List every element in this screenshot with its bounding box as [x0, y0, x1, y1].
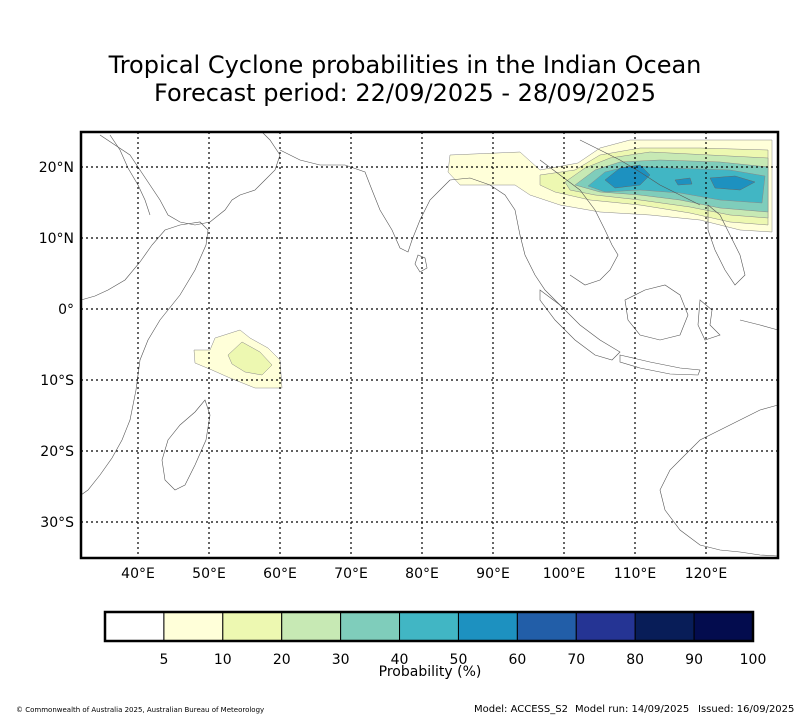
model-text: Model: ACCESS_S2: [474, 704, 568, 715]
colorbar-swatch: [340, 611, 401, 642]
lat-tick-20s: 20°S: [40, 444, 74, 460]
lon-tick-60: 60°E: [263, 566, 297, 582]
colorbar-title: Probability (%): [378, 664, 482, 680]
coast-bay-bengal: [449, 177, 566, 311]
colorbar-swatch: [457, 611, 518, 642]
lat-tick-20n: 20°N: [39, 160, 74, 176]
coast-red-sea: [109, 134, 151, 216]
lon-tick-labels: 40°E 50°E 60°E 70°E 80°E 90°E 100°E 110°…: [121, 566, 727, 582]
colorbar-swatch: [281, 611, 342, 642]
colorbar-tick-label: 30: [332, 652, 350, 668]
coast-australia: [659, 404, 779, 557]
prob-50-north: [604, 164, 651, 189]
lat-tick-10n: 10°N: [39, 231, 74, 247]
lon-tick-70: 70°E: [334, 566, 368, 582]
colorbar-swatch: [516, 611, 577, 642]
colorbar-border: [103, 610, 755, 643]
issued-text: Issued: 16/09/2025: [698, 704, 795, 715]
colorbar-swatch: [222, 611, 283, 642]
lat-tick-10s: 10°S: [40, 373, 74, 389]
colorbar-swatch: [634, 611, 695, 642]
coast-india: [279, 149, 451, 253]
colorbar-swatch: [693, 611, 754, 642]
prob-50-north-mid: [674, 177, 693, 186]
coast-africa: [80, 221, 209, 496]
colorbar-tick-labels: 5 10 20 30 40 50 60 70 80 90 100: [159, 652, 766, 668]
coast-sumatra: [539, 289, 621, 361]
colorbar-swatch: [163, 611, 224, 642]
lat-tick-0: 0°: [58, 302, 74, 318]
model-run-text: Model run: 14/09/2025: [575, 704, 690, 715]
map-title-line1: Tropical Cyclone probabilities in the In…: [108, 51, 702, 79]
colorbar-tick-label: 40: [391, 652, 409, 668]
colorbar-swatch: [104, 611, 165, 642]
colorbar-tick-label: 100: [740, 652, 767, 668]
colorbar-tick-label: 5: [159, 652, 168, 668]
lon-tick-50: 50°E: [192, 566, 226, 582]
prob-50-north-east: [709, 175, 756, 191]
map-title-line2: Forecast period: 22/09/2025 - 28/09/2025: [154, 79, 656, 107]
prob-10-south: [227, 341, 273, 376]
colorbar-tick-label: 70: [567, 652, 585, 668]
colorbar-tick-label: 50: [450, 652, 468, 668]
colorbar-swatch: [575, 611, 636, 642]
copyright-text: © Commonwealth of Australia 2025, Austra…: [16, 706, 265, 714]
coast-java: [619, 354, 701, 376]
coast-philippines: [707, 204, 746, 286]
colorbar-tick-label: 20: [273, 652, 291, 668]
colorbar-swatch: [399, 611, 459, 642]
lon-tick-100: 100°E: [543, 566, 586, 582]
coast-srilanka: [414, 254, 428, 273]
lon-tick-40: 40°E: [121, 566, 155, 582]
coast-sulawesi: [697, 299, 721, 341]
coast-madagascar: [161, 399, 211, 491]
lon-tick-90: 90°E: [476, 566, 510, 582]
coast-sea-asia: [539, 159, 619, 286]
lon-tick-120: 120°E: [685, 566, 728, 582]
lat-tick-30s: 30°S: [40, 515, 74, 531]
colorbar: [104, 611, 754, 642]
coast-newguinea: [739, 319, 779, 331]
colorbar-tick-label: 90: [685, 652, 703, 668]
lat-tick-labels: 20°N 10°N 0° 10°S 20°S 30°S: [39, 160, 74, 531]
coastlines: [80, 131, 779, 557]
coast-arabia: [99, 131, 281, 226]
colorbar-tick-label: 10: [214, 652, 232, 668]
probability-shading-south: [193, 329, 283, 389]
lon-tick-80: 80°E: [405, 566, 439, 582]
coast-china: [579, 139, 701, 206]
lon-tick-110: 110°E: [614, 566, 657, 582]
colorbar-tick-label: 60: [508, 652, 526, 668]
coast-borneo: [624, 284, 689, 341]
gridlines: [81, 132, 778, 558]
map-border: [79, 130, 780, 560]
colorbar-tick-label: 80: [626, 652, 644, 668]
